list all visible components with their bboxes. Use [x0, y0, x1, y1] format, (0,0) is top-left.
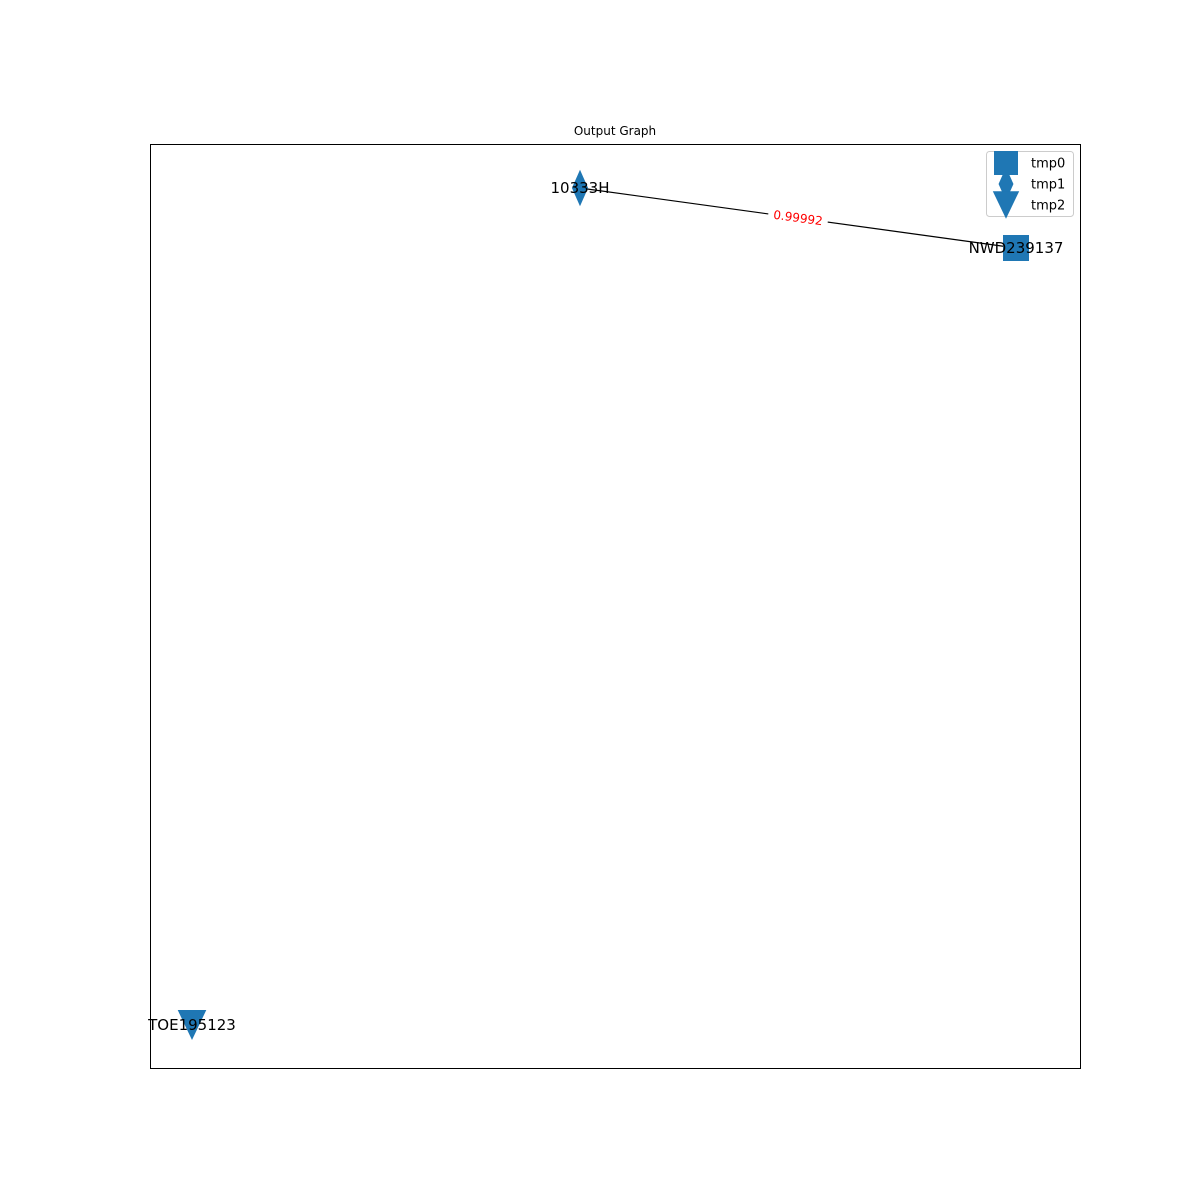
plot-frame: [150, 144, 1081, 1069]
node-label: NWD239137: [969, 239, 1064, 257]
legend-label: tmp1: [1031, 178, 1065, 193]
edge-label-group: 0.99992: [767, 204, 829, 231]
node-marker-tmp0: [1003, 235, 1029, 261]
node-label: 10333H: [551, 179, 610, 197]
nodes-layer: 10333H NWD239137 TOE195123: [147, 169, 1064, 1040]
node-marker-tmp2: [177, 1010, 207, 1040]
node-marker-tmp1: [571, 169, 589, 207]
legend-label: tmp0: [1031, 157, 1065, 172]
graph-title: Output Graph: [574, 124, 656, 138]
edges-layer: 0.99992: [579, 187, 1017, 249]
edge-weight-label: 0.99992: [772, 208, 823, 229]
legend-label: tmp2: [1031, 199, 1065, 214]
legend: tmp0 tmp1 tmp2: [986, 151, 1074, 219]
node-label: TOE195123: [147, 1016, 236, 1034]
edge-label-background: [767, 204, 829, 231]
legend-marker-tmp2: [992, 191, 1020, 219]
